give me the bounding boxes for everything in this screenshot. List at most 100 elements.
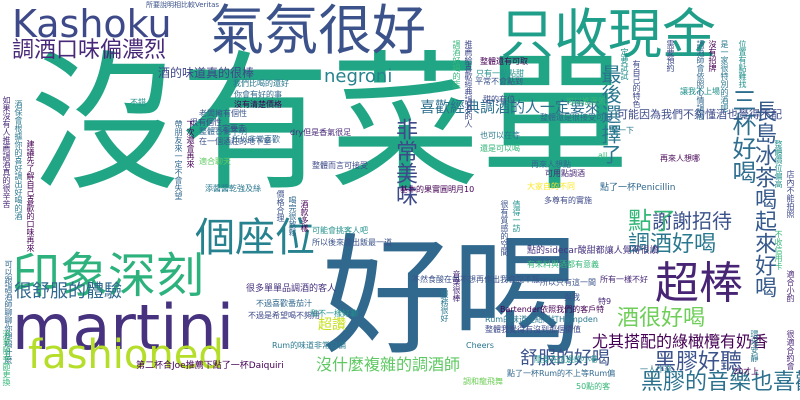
- cloud-word: 所以非常喜歡: [232, 135, 280, 144]
- cloud-word: 與我: [564, 293, 580, 302]
- cloud-word: 所以只有這一間: [540, 278, 596, 287]
- cloud-word: 很多單單品調酒的客人: [246, 284, 337, 294]
- cloud-word: 不收信用卡: [774, 230, 783, 270]
- cloud-word: 調酒好喝: [628, 232, 717, 257]
- cloud-word: 讓我不上場: [680, 87, 720, 96]
- cloud-word: 點了: [628, 207, 676, 235]
- cloud-word: 酒保會根據你的喜好調出好喝的酒: [14, 100, 23, 220]
- cloud-word: 可用點調酒: [545, 169, 585, 178]
- cloud-word: 酒很好喝: [617, 306, 706, 331]
- cloud-word: 特9: [598, 297, 612, 306]
- cloud-word: 最後選擇了: [598, 64, 622, 164]
- cloud-word: 喜歡經典調酒的人一定要來: [420, 98, 601, 116]
- cloud-word: 長島冰茶喝起來好喝: [751, 100, 776, 298]
- cloud-word: 再來人想點: [531, 160, 571, 169]
- cloud-word: 不過是希望喝不夠用: [248, 311, 320, 320]
- cloud-word: 推薦給喜歡經典調酒的人: [464, 40, 473, 128]
- cloud-word: 一定要去: [214, 124, 246, 133]
- cloud-word: 黑膠的音樂也喜歡: [641, 370, 800, 395]
- cloud-word: 沒有招牌: [708, 40, 717, 72]
- cloud-word: negroni: [324, 66, 393, 87]
- cloud-word: 隱身在這邊的小巷: [534, 355, 598, 364]
- cloud-word: 超棒: [655, 258, 743, 309]
- cloud-word: 整體我覺得有沒到那個價值: [485, 325, 581, 334]
- cloud-word: 所要說明相比較Veritas: [146, 1, 220, 9]
- cloud-word: 環境安靜: [750, 330, 759, 362]
- cloud-word: 值得一訪: [512, 200, 521, 232]
- cloud-word: 大家自的不同: [527, 182, 575, 191]
- cloud-word: 沒有菜單: [30, 38, 631, 212]
- cloud-word: 所有一樣不好: [600, 275, 648, 284]
- cloud-word: 整體而言可接受: [312, 161, 368, 170]
- cloud-word: 還是可以喝: [480, 144, 520, 153]
- cloud-word: 50點的客: [576, 382, 611, 391]
- cloud-word: 很舒服的體驗: [14, 281, 122, 302]
- cloud-word: 點了一杯Penicillin: [600, 183, 676, 193]
- cloud-word: martini: [12, 291, 234, 364]
- cloud-word: 整體價位偏高: [774, 140, 783, 188]
- cloud-word: 甜的有位: [483, 95, 515, 104]
- cloud-word: 沒什麼複雜的調酒師: [316, 355, 461, 374]
- cloud-word: 平常不會點到: [475, 77, 523, 86]
- cloud-word: 可以推薦的: [566, 97, 606, 106]
- cloud-word: 位置有點難找: [738, 40, 747, 88]
- cloud-word: 再來人想哪: [660, 154, 700, 163]
- cloud-word: 服務很好: [440, 290, 449, 322]
- cloud-word: 喝完很放鬆: [288, 196, 297, 236]
- cloud-word: 一定要試試: [620, 40, 629, 80]
- cloud-word: 印象深刻: [12, 248, 205, 304]
- cloud-word: Kashoku: [12, 2, 172, 46]
- cloud-word: 你會有好的事: [234, 90, 282, 99]
- cloud-word: 超讚: [318, 317, 346, 333]
- cloud-word: 我們比喝的還好: [233, 79, 289, 88]
- cloud-word: 多尊有的實施: [544, 196, 592, 205]
- cloud-word: 整體還是很接受可喝: [540, 113, 612, 122]
- cloud-word: 只收現金: [500, 3, 716, 66]
- cloud-word: 適合聊天: [199, 157, 231, 166]
- cloud-word: 帶朋友來一定不會失望: [174, 120, 183, 200]
- cloud-word: 一人作業: [640, 365, 672, 374]
- cloud-word: 整體還有可取: [480, 57, 528, 66]
- cloud-word: 黑膠好聽: [654, 350, 743, 375]
- cloud-word: Cheers: [466, 341, 494, 350]
- cloud-word: 調酒師會依照心情調酒: [696, 40, 705, 120]
- cloud-word: 20才上: [733, 367, 760, 376]
- cloud-word: 也可以在等: [480, 131, 520, 140]
- cloud-word: 下次還會再來: [186, 120, 195, 168]
- cloud-word: Rum的味道非常白偏: [272, 341, 347, 350]
- cloud-word: 氣氛很好: [210, 0, 426, 62]
- cloud-word: 可能因為我們不夠懂酒也覺得不配: [617, 108, 782, 121]
- cloud-word: 非常美味: [392, 118, 417, 206]
- cloud-word: 酒款多樣: [300, 200, 309, 232]
- cloud-word: 舒服的好喝: [520, 348, 610, 369]
- cloud-word: 沒有清楚價格: [234, 100, 282, 109]
- cloud-word: 很有質感的空間: [500, 200, 509, 256]
- cloud-word: 酒的味道真的很棒: [158, 66, 255, 80]
- cloud-word: 可以跟調酒師聊聊你想喝什麼: [4, 260, 13, 364]
- cloud-word: 調酒好喝的店: [452, 40, 461, 88]
- cloud-word: 三杯好喝: [728, 88, 756, 184]
- cloud-word: 老闆擁有個性: [199, 109, 247, 118]
- cloud-word: 添醬醬乾強及絲: [205, 184, 261, 193]
- cloud-word: dry但是香氣很足: [290, 128, 352, 137]
- cloud-word: 店內不能拍照: [786, 170, 795, 218]
- cloud-word: 所以後來會出飯最一道: [312, 238, 392, 247]
- cloud-word: 建議先了解自己喜歡的口味再來: [26, 140, 35, 252]
- cloud-word: 音樂很棒: [452, 270, 461, 302]
- cloud-word: 如果沒有人推薦調酒真的很辛苦: [2, 96, 11, 208]
- cloud-word: 需要預約: [666, 40, 675, 72]
- cloud-word: 謝謝招待: [652, 209, 732, 233]
- cloud-word: 個座位: [195, 215, 315, 261]
- cloud-word: 尤其搭配的綠橄欖有奶香: [592, 332, 769, 351]
- cloud-word: 整體香氣不明: [199, 127, 247, 136]
- cloud-word: 不錯: [130, 98, 146, 107]
- cloud-word: 是一家很特別的酒吧: [720, 40, 729, 112]
- cloud-word: 很適合約會: [786, 330, 795, 370]
- cloud-word: 喝一下: [610, 126, 634, 135]
- cloud-word: 和不一樣好聊: [310, 309, 358, 318]
- cloud-word: 基本的果實圓明月10: [400, 185, 475, 194]
- cloud-word: 有未料與酒都有意義: [527, 260, 599, 269]
- cloud-word: all: [598, 151, 608, 160]
- cloud-word: 在一個酒莊的地下室: [199, 137, 271, 146]
